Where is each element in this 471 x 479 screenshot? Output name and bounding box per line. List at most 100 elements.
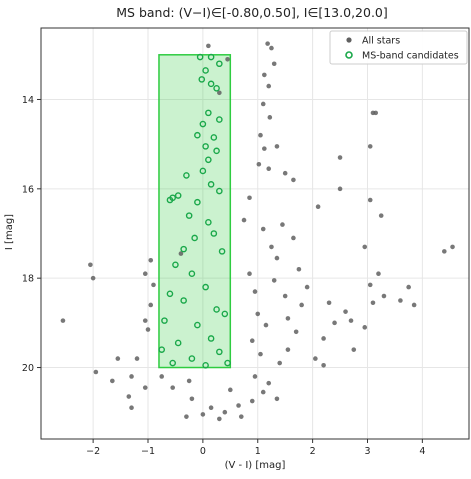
all-stars-point [367, 144, 373, 149]
all-stars-point [321, 362, 326, 368]
all-stars-point [142, 385, 148, 390]
all-stars-point [60, 318, 66, 323]
y-tick-label: 14 [22, 95, 34, 106]
all-stars-point [266, 166, 272, 172]
ms-candidate-point [216, 116, 223, 123]
all-stars-point [411, 302, 417, 308]
ms-candidate-point [180, 297, 187, 304]
all-stars-point [186, 378, 192, 384]
y-tick-label: 20 [22, 363, 34, 374]
selection-box-layer [158, 54, 232, 369]
ms-candidate-point [158, 346, 166, 353]
all-stars-point [263, 322, 269, 328]
all-stars-point [90, 275, 96, 281]
all-stars-point [282, 293, 288, 299]
ms-candidate-point [207, 53, 215, 61]
ms-candidate-point [196, 53, 204, 61]
legend-label-all-stars: All stars [362, 36, 400, 47]
x-tick-label: −1 [141, 446, 155, 457]
all-stars-point [343, 309, 348, 314]
all-stars-point [362, 244, 368, 250]
all-stars-point [376, 271, 381, 277]
all-stars-point [159, 374, 165, 379]
all-stars-point [129, 374, 134, 379]
all-stars-point [134, 356, 140, 361]
ms-candidate-point [202, 361, 209, 369]
all-stars-point [265, 41, 270, 46]
ms-candidate-point [194, 131, 201, 139]
x-tick-label: 3 [364, 446, 370, 457]
ms-candidate-point [174, 192, 182, 199]
legend: All stars MS-band candidates [329, 30, 468, 65]
all-stars-point [348, 318, 354, 323]
all-stars-point [381, 293, 387, 299]
all-stars-point [260, 226, 266, 232]
all-stars-point [337, 155, 343, 160]
all-stars-point [274, 255, 280, 261]
all-stars-point [249, 338, 255, 344]
all-stars-point [93, 369, 99, 375]
ms-candidate-point [199, 167, 207, 175]
all-stars-point [266, 83, 272, 89]
all-stars-point [370, 300, 376, 306]
all-stars-point [274, 396, 280, 402]
all-stars-point [296, 266, 302, 272]
all-stars-point [291, 235, 296, 241]
ms-candidate-point [198, 76, 206, 83]
all-stars-point [126, 394, 132, 399]
x-tick-label: −2 [86, 446, 100, 457]
all-stars-point [142, 318, 148, 323]
all-stars-point [241, 217, 247, 223]
ms-candidate-point [169, 359, 176, 367]
ms-candidate-point [210, 230, 218, 237]
all-stars-point [351, 347, 357, 352]
ms-candidate-point [224, 359, 231, 367]
all-stars-point [225, 56, 230, 62]
ms-candidate-point [183, 172, 190, 179]
all-stars-point [277, 360, 282, 366]
ms-candidate-point [166, 196, 174, 204]
all-stars-point [285, 316, 291, 321]
ms-candidate-point [185, 212, 193, 219]
ms-candidate-point [180, 245, 187, 253]
all-stars-point [184, 414, 189, 419]
all-stars-point [238, 414, 244, 419]
x-tick-label: 0 [200, 446, 206, 457]
ms-candidate-point [191, 234, 198, 242]
ms-candidate-point [213, 147, 220, 155]
all-stars-point [260, 101, 266, 107]
x-axis-ticks: −2 −1 0 1 2 3 4 [86, 439, 425, 457]
ms-candidate-point [172, 261, 179, 269]
all-stars-point [200, 412, 206, 417]
all-stars-point [258, 351, 263, 357]
ms-candidate-point [216, 348, 223, 356]
all-stars-point [266, 380, 272, 386]
ms-candidate-point [188, 270, 196, 278]
ms-candidate-point [166, 290, 174, 298]
all-stars-point [262, 72, 267, 78]
ms-candidate-point [221, 310, 229, 318]
all-stars-points [60, 41, 455, 422]
all-stars-point [262, 146, 267, 151]
all-stars-point [362, 325, 368, 330]
legend-marker-all-stars [346, 37, 352, 43]
ms-candidate-point [205, 156, 212, 164]
all-stars-point [222, 409, 228, 415]
all-stars-point [260, 389, 266, 395]
all-stars-point [252, 374, 258, 379]
plot-area-background [41, 28, 469, 439]
all-stars-point [337, 186, 343, 192]
all-stars-point [151, 282, 156, 288]
all-stars-point [373, 110, 379, 116]
ms-candidate-point [216, 187, 223, 195]
ms-candidate-point [207, 181, 215, 188]
ms-candidate-point [218, 248, 226, 255]
ms-candidate-point [207, 80, 215, 88]
x-tick-label: 4 [419, 446, 425, 457]
all-stars-point [228, 387, 233, 393]
all-stars-point [271, 278, 277, 283]
x-tick-label: 2 [310, 446, 316, 457]
all-stars-point [255, 311, 261, 317]
all-stars-point [247, 195, 252, 201]
